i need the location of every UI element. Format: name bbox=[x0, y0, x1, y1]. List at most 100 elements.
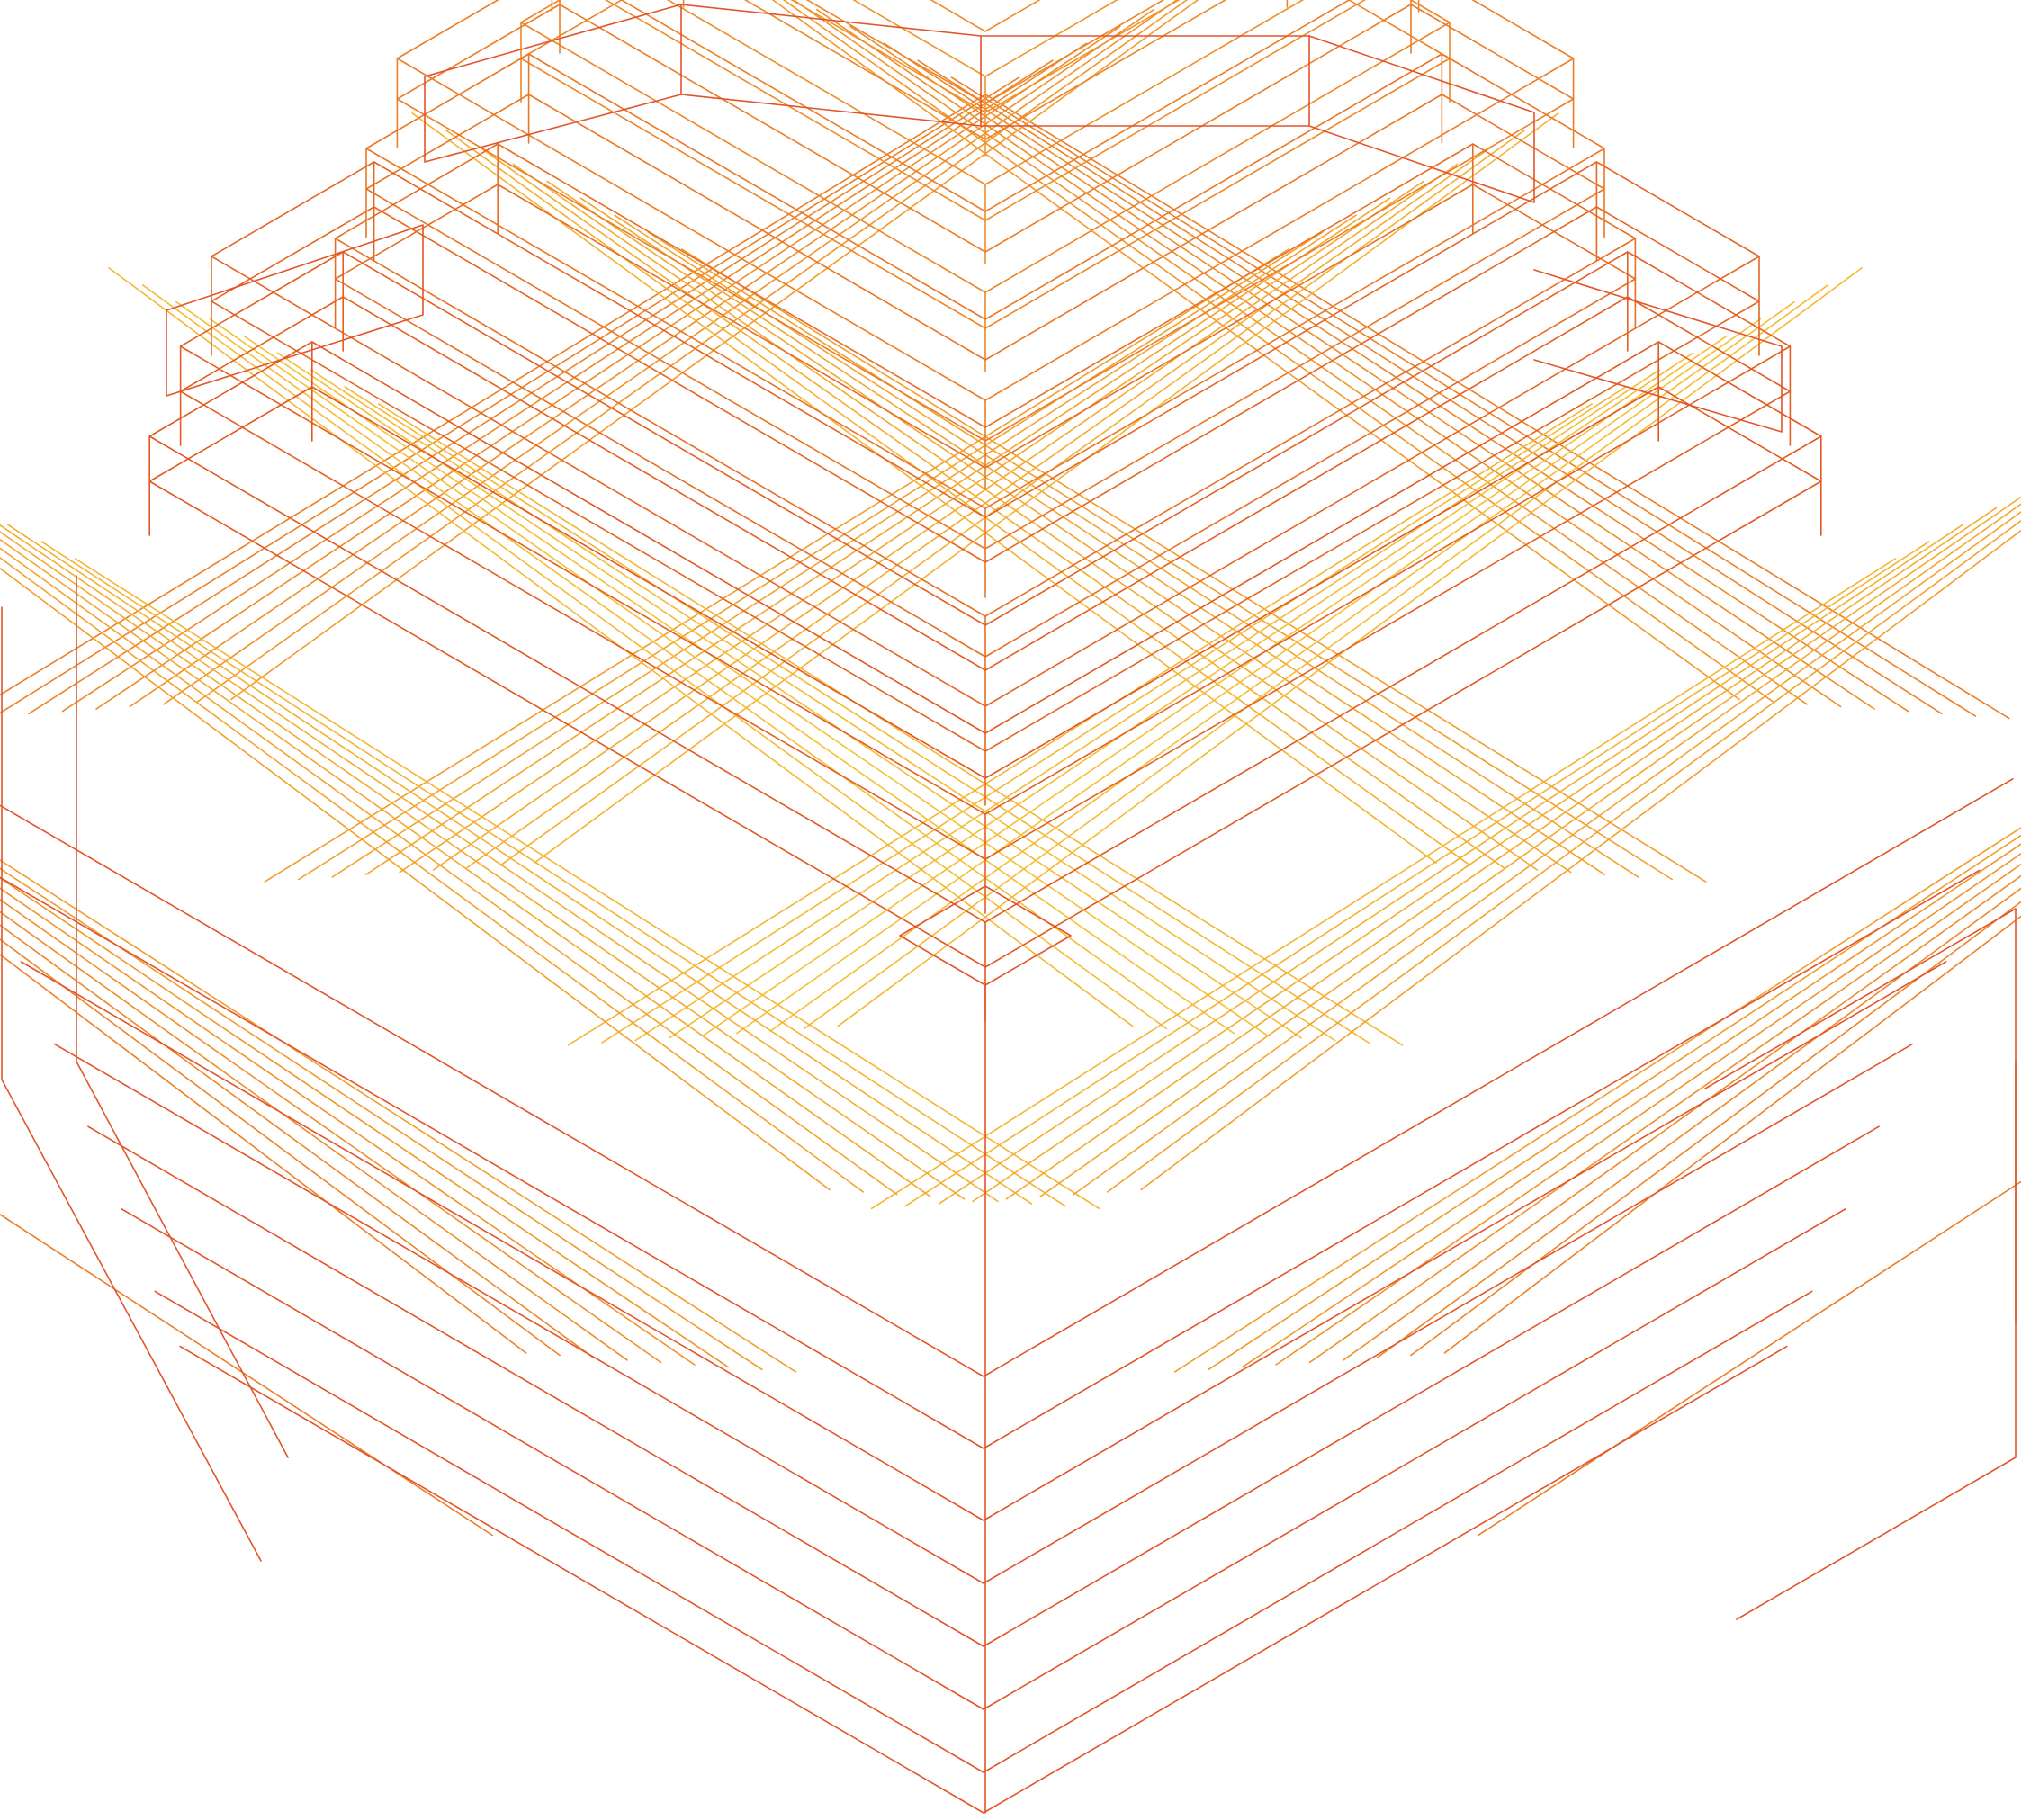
grid-line-b-4 bbox=[96, 26, 1120, 709]
grid-line-b-27 bbox=[872, 559, 1896, 1208]
mid-lines-layer bbox=[149, 0, 1821, 1021]
grid-line-a-4 bbox=[850, 26, 1874, 709]
grid-line-a-9 bbox=[682, 249, 1706, 882]
crown-block-0 bbox=[425, 4, 681, 162]
grid-line-b-35 bbox=[1141, 423, 2021, 1189]
grid-line-a-44 bbox=[0, 578, 526, 1353]
grid-line-b-1 bbox=[0, 77, 1019, 716]
outline-chevron-6 bbox=[155, 1291, 1811, 1772]
grid-line-a-43 bbox=[0, 595, 560, 1356]
grid-line-b-45 bbox=[1478, 868, 2021, 1536]
grid-line-a-13 bbox=[547, 181, 1571, 872]
outline-chevron-3 bbox=[55, 1044, 1913, 1583]
outline-chevron-0 bbox=[0, 779, 2013, 1376]
grid-line-b-12 bbox=[366, 198, 1390, 874]
grid-line-b-7 bbox=[197, 0, 1221, 702]
grid-line-a-32 bbox=[0, 474, 930, 1197]
grid-line-b-14 bbox=[434, 165, 1458, 870]
grid-line-a-37 bbox=[0, 696, 762, 1369]
grid-line-a-6 bbox=[783, 0, 1807, 704]
grid-line-b-17 bbox=[534, 113, 1558, 863]
grid-line-b-25 bbox=[804, 285, 1828, 1029]
grid-line-b-41 bbox=[1343, 629, 2021, 1360]
grid-line-a-15 bbox=[480, 148, 1504, 868]
grid-line-a-1 bbox=[952, 77, 1976, 716]
crown-block-5 bbox=[1534, 270, 1782, 432]
grid-line-a-45 bbox=[0, 868, 492, 1536]
outline-layer bbox=[0, 4, 2016, 1813]
grid-line-a-34 bbox=[0, 440, 863, 1192]
outline-chevron-2 bbox=[22, 962, 1946, 1520]
grid-line-b-34 bbox=[1108, 440, 2021, 1192]
grid-line-b-33 bbox=[1073, 457, 2021, 1195]
grid-line-b-19 bbox=[602, 387, 1626, 1043]
outline-chevron-4 bbox=[88, 1126, 1879, 1646]
grid-line-a-2 bbox=[918, 60, 1942, 713]
grid-line-b-13 bbox=[400, 181, 1424, 872]
grid-line-a-42 bbox=[0, 612, 594, 1358]
grid-line-b-9 bbox=[265, 249, 1289, 882]
tier-1-ring-1 bbox=[552, 0, 1418, 220]
grid-line-b-40 bbox=[1310, 645, 2021, 1362]
grid-line-b-37 bbox=[1208, 696, 2021, 1369]
grid-line-b-36 bbox=[1175, 713, 2021, 1372]
grid-line-a-41 bbox=[0, 629, 627, 1360]
arm-endcap-3 bbox=[1737, 1062, 2016, 1619]
grid-line-a-18 bbox=[379, 404, 1403, 1045]
grid-line-b-2 bbox=[29, 60, 1053, 713]
grid-line-b-20 bbox=[635, 370, 1659, 1040]
grid-line-b-23 bbox=[737, 319, 1761, 1034]
grid-line-b-28 bbox=[905, 542, 1929, 1206]
outline-chevron-5 bbox=[121, 1209, 1846, 1709]
grid-line-b-29 bbox=[939, 524, 1963, 1204]
outline-chevron-7 bbox=[180, 1347, 1787, 1813]
arm-endcap-0 bbox=[2, 607, 261, 1561]
grid-line-a-22 bbox=[244, 336, 1268, 1036]
grid-line-b-30 bbox=[973, 507, 1997, 1201]
grid-line-a-25 bbox=[143, 285, 1167, 1029]
grid-line-a-12 bbox=[581, 198, 1605, 874]
grid-line-b-32 bbox=[1040, 474, 2021, 1197]
crown-block-3 bbox=[1309, 36, 1534, 202]
crown-block-1 bbox=[681, 4, 981, 126]
grid-line-a-39 bbox=[0, 662, 695, 1365]
grid-line-a-29 bbox=[8, 524, 1032, 1204]
grid-line-a-14 bbox=[514, 165, 1538, 870]
grid-line-a-28 bbox=[41, 542, 1065, 1206]
grid-line-b-15 bbox=[467, 148, 1491, 868]
grid-line-b-39 bbox=[1276, 662, 2021, 1365]
grid-line-b-44 bbox=[1444, 578, 2021, 1353]
grid-line-a-40 bbox=[0, 645, 661, 1362]
crown-block-4 bbox=[166, 225, 423, 396]
grid-line-a-33 bbox=[0, 457, 897, 1195]
grid-line-b-38 bbox=[1243, 679, 2021, 1367]
grid-line-a-8 bbox=[715, 0, 1739, 699]
arm-endcap-1 bbox=[76, 576, 288, 1457]
grid-line-b-8 bbox=[231, 0, 1255, 699]
arm-endcap-2 bbox=[1705, 909, 2016, 1322]
grid-line-a-17 bbox=[412, 113, 1436, 863]
grid-line-a-20 bbox=[311, 370, 1335, 1040]
grid-line-a-24 bbox=[176, 302, 1200, 1031]
tier-0-ring-0 bbox=[583, 0, 1388, 76]
grid-line-a-7 bbox=[750, 0, 1774, 702]
grid-line-b-21 bbox=[669, 353, 1693, 1038]
grid-line-b-18 bbox=[569, 404, 1593, 1045]
grid-line-a-27 bbox=[76, 559, 1100, 1208]
grid-line-b-6 bbox=[164, 0, 1188, 704]
grid-line-a-38 bbox=[0, 679, 728, 1367]
grid-line-b-31 bbox=[1006, 490, 2021, 1198]
outline-chevron-1 bbox=[0, 870, 1980, 1448]
grid-line-b-42 bbox=[1377, 612, 2021, 1358]
grid-line-a-31 bbox=[0, 490, 965, 1198]
grid-line-a-36 bbox=[0, 713, 795, 1372]
back-lines-layer bbox=[0, 0, 2021, 1535]
grid-line-a-30 bbox=[0, 507, 998, 1201]
grid-line-a-23 bbox=[211, 319, 1235, 1034]
grid-line-a-19 bbox=[345, 387, 1369, 1043]
grid-line-b-22 bbox=[703, 336, 1727, 1036]
grid-line-a-11 bbox=[615, 215, 1639, 877]
crown-block-2 bbox=[981, 36, 1309, 126]
grid-line-a-35 bbox=[0, 423, 830, 1189]
